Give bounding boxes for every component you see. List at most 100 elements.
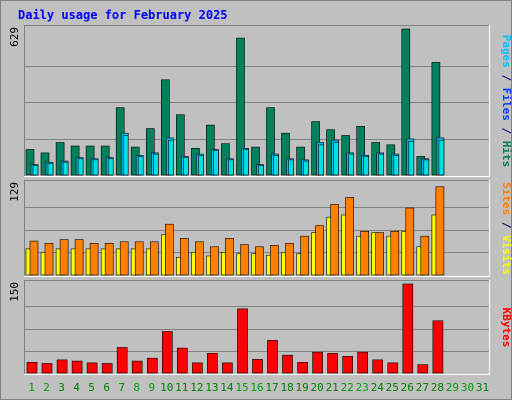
bar-kbytes-day-13 [207, 353, 218, 374]
day-label-29: 29 [446, 381, 459, 394]
bar-hits-day-1 [25, 149, 35, 176]
day-label-28: 28 [431, 381, 444, 394]
bar-pages-day-12 [198, 155, 204, 176]
bar-pages-day-23 [363, 156, 370, 176]
legend-hits: Pages / Files / Hits [500, 35, 512, 168]
bar-kbytes-day-1 [26, 361, 38, 374]
day-label-16: 16 [250, 381, 263, 394]
bar-pages-day-9 [153, 153, 159, 176]
bar-sites-day-28 [435, 186, 445, 276]
bar-pages-day-27 [423, 159, 430, 176]
bar-sites-day-17 [270, 245, 279, 276]
legend-part: Hits [500, 141, 512, 168]
legend-visits: Sites / Visits [500, 182, 512, 275]
day-label-17: 17 [265, 381, 278, 394]
day-label-8: 8 [133, 381, 140, 394]
day-label-4: 4 [73, 381, 80, 394]
legend-part: / [500, 215, 512, 235]
legend-part: Visits [500, 235, 512, 275]
bar-pages-day-24 [378, 153, 385, 176]
day-label-6: 6 [103, 381, 110, 394]
bar-sites-day-20 [315, 225, 324, 276]
bar-hits-day-23 [356, 126, 366, 176]
bar-sites-day-24 [375, 232, 385, 276]
bar-kbytes-day-7 [116, 347, 128, 374]
bar-sites-day-6 [104, 243, 114, 276]
bar-pages-day-15 [243, 149, 249, 176]
bar-sites-day-1 [29, 240, 39, 276]
chart-title: Daily usage for February 2025 [18, 8, 228, 22]
legend-part: KBytes [500, 308, 512, 348]
bar-kbytes-day-11 [177, 347, 188, 374]
day-label-26: 26 [401, 381, 414, 394]
bar-pages-day-28 [438, 139, 445, 176]
bar-hits-day-3 [55, 142, 65, 176]
day-label-2: 2 [43, 381, 50, 394]
bar-kbytes-day-19 [297, 361, 308, 374]
bar-sites-day-3 [59, 239, 69, 276]
day-label-23: 23 [356, 381, 369, 394]
bar-pages-day-1 [32, 165, 39, 176]
bar-sites-day-26 [405, 207, 415, 276]
bar-pages-day-8 [137, 156, 144, 176]
bar-pages-day-13 [213, 150, 219, 176]
bar-pages-day-16 [258, 165, 264, 176]
bar-kbytes-day-14 [222, 362, 233, 374]
bar-kbytes-day-17 [267, 340, 278, 374]
bar-hits-day-10 [161, 79, 170, 176]
day-label-18: 18 [280, 381, 293, 394]
bar-pages-day-3 [62, 161, 69, 176]
bar-pages-day-18 [288, 159, 294, 176]
day-label-5: 5 [88, 381, 95, 394]
bar-kbytes-day-23 [357, 351, 369, 374]
bars-hits [25, 28, 445, 176]
bar-kbytes-day-21 [327, 353, 338, 374]
bar-kbytes-day-4 [71, 360, 83, 374]
bar-sites-day-4 [74, 239, 84, 276]
bar-sites-day-7 [119, 241, 129, 276]
bar-sites-day-11 [180, 238, 189, 276]
bar-hits-day-15 [236, 37, 245, 176]
bar-sites-day-25 [390, 231, 400, 276]
bar-pages-day-11 [183, 157, 189, 176]
bar-kbytes-day-27 [417, 364, 429, 374]
day-label-12: 12 [190, 381, 203, 394]
day-label-7: 7 [118, 381, 125, 394]
day-label-24: 24 [371, 381, 385, 394]
bar-hits-day-26 [401, 28, 411, 176]
legend-part: / [500, 121, 512, 141]
bar-kbytes-day-5 [86, 362, 98, 374]
bar-hits-day-28 [431, 62, 441, 176]
day-label-20: 20 [310, 381, 323, 394]
legend-part: Pages [500, 35, 512, 68]
bar-kbytes-day-26 [402, 283, 414, 374]
bar-sites-day-2 [44, 243, 54, 276]
bar-pages-day-25 [393, 155, 400, 176]
bar-sites-day-27 [420, 235, 430, 276]
bars-kbytes [26, 283, 444, 374]
legend-part: Sites [500, 182, 512, 215]
bar-pages-day-21 [333, 142, 339, 176]
bar-pages-day-22 [348, 153, 355, 176]
bar-kbytes-day-24 [372, 359, 384, 374]
y-max-label: 129 [8, 182, 21, 202]
legend-part: Files [500, 88, 512, 121]
bar-kbytes-day-12 [192, 362, 203, 374]
bar-hits-day-16 [251, 146, 260, 176]
bar-pages-day-14 [228, 159, 234, 176]
bar-hits-day-17 [266, 107, 275, 176]
bar-sites-day-19 [300, 235, 309, 276]
bar-pages-day-10 [168, 139, 174, 176]
day-label-1: 1 [28, 381, 35, 394]
bar-hits-day-11 [176, 114, 185, 176]
bar-pages-day-19 [303, 160, 309, 176]
bar-sites-day-22 [345, 197, 355, 276]
day-label-15: 15 [235, 381, 248, 394]
bar-pages-day-20 [318, 144, 324, 176]
bar-pages-day-4 [77, 158, 84, 176]
bar-pages-day-6 [107, 158, 114, 176]
panel-hits: 629 Pages / Files / Hits [8, 25, 512, 177]
bar-sites-day-12 [195, 241, 204, 276]
bar-sites-day-15 [240, 244, 249, 276]
bar-sites-day-13 [210, 246, 219, 276]
